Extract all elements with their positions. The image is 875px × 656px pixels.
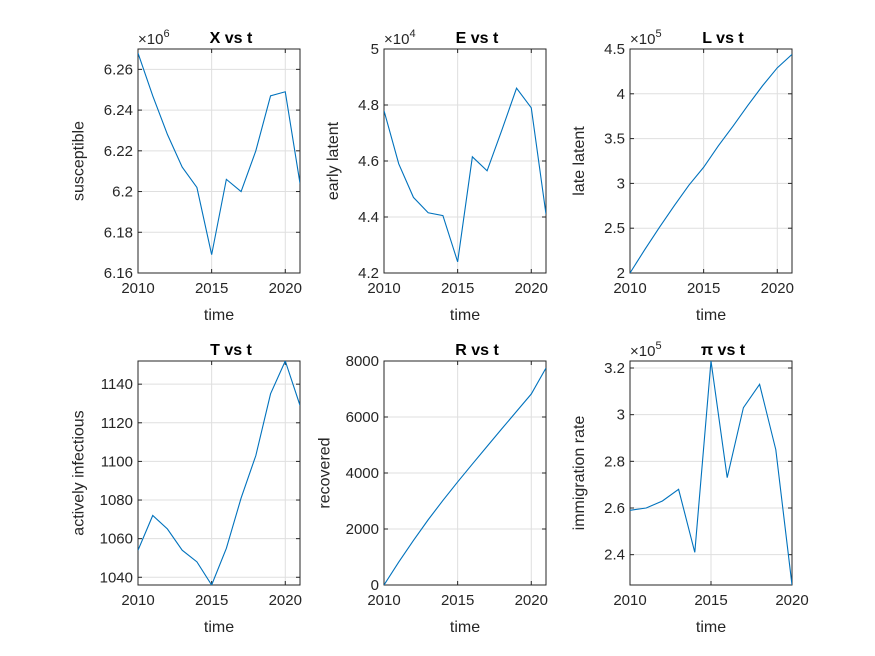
x-axis-label: time (450, 307, 480, 324)
x-axis-label: time (696, 619, 726, 636)
y-tick-label: 1080 (100, 492, 133, 509)
x-tick-label: 2020 (269, 592, 302, 609)
axes-box (137, 360, 301, 586)
y-tick-label: 3.2 (604, 360, 625, 377)
subplot-3: 2010 2015 2020 2 2.5 3 3.5 4 4.5 ×105 L vs t time la… (571, 28, 794, 324)
axes-box (137, 48, 301, 274)
y-tick-label: 6.2 (112, 184, 133, 201)
y-axis-label: immigration rate (571, 416, 588, 531)
x-tick-label: 2020 (775, 592, 808, 609)
x-tick-label: 2015 (441, 592, 474, 609)
y-tick-label: 2.5 (604, 220, 625, 237)
y-tick-label: 0 (371, 577, 379, 594)
axes-box (629, 48, 793, 274)
subplot-title: X vs t (210, 30, 253, 47)
x-tick-label: 2015 (195, 280, 228, 297)
y-axis-label: recovered (317, 437, 334, 508)
y-exponent-label: ×104 (384, 28, 416, 48)
series-line (384, 87, 546, 262)
x-tick-label: 2020 (761, 280, 794, 297)
x-axis-label: time (696, 307, 726, 324)
y-exponent-label: ×105 (630, 28, 662, 48)
subplot-title: π vs t (701, 342, 746, 359)
axes-background (630, 49, 792, 273)
x-tick-label: 2015 (694, 592, 727, 609)
y-tick-label: 4000 (346, 465, 379, 482)
x-axis-label: time (204, 619, 234, 636)
y-tick-label: 2 (617, 265, 625, 282)
x-tick-label: 2010 (367, 592, 400, 609)
y-tick-label: 1140 (101, 376, 133, 393)
y-tick-label: 2000 (346, 521, 379, 538)
subplot-1: 2010 2015 2020 6.16 6.18 6.2 6.22 6.24 6.26 ×106 X… (71, 28, 302, 324)
series-line (630, 361, 792, 585)
series-line (630, 53, 792, 273)
y-tick-label: 3 (617, 175, 625, 192)
y-tick-label: 2.4 (604, 547, 625, 564)
y-tick-label: 2.8 (604, 453, 625, 470)
x-tick-label: 2015 (195, 592, 228, 609)
x-tick-label: 2010 (121, 280, 154, 297)
y-tick-label: 1120 (101, 415, 133, 432)
subplot-title: E vs t (456, 30, 499, 47)
axes-background (138, 361, 300, 585)
subplot-2: 2010 2015 2020 4.2 4.4 4.6 4.8 5 ×104 E vs t time e… (325, 28, 548, 324)
y-tick-label: 4.6 (358, 153, 379, 170)
y-tick-label: 1060 (100, 531, 133, 548)
subplot-title: T vs t (210, 342, 252, 359)
y-axis-label: actively infectious (71, 410, 88, 535)
y-tick-label: 4.2 (358, 265, 379, 282)
y-tick-label: 4.8 (358, 97, 379, 114)
x-tick-label: 2020 (515, 280, 548, 297)
x-tick-label: 2020 (515, 592, 548, 609)
subplot-4: 2010 2015 2020 1040 1060 1080 1100 1120 1140 T vs… (71, 342, 302, 636)
x-tick-label: 2010 (367, 280, 400, 297)
y-exponent-label: ×106 (138, 28, 170, 48)
y-tick-label: 4 (617, 86, 625, 103)
y-tick-label: 6.16 (104, 265, 133, 282)
subplot-6: 2010 2015 2020 2.4 2.6 2.8 3 3.2 ×105 π vs t time i… (571, 340, 808, 636)
y-tick-label: 6.22 (104, 143, 133, 160)
x-tick-label: 2020 (269, 280, 302, 297)
subplot-title: R vs t (455, 342, 499, 359)
y-tick-label: 6.18 (104, 224, 133, 241)
y-axis-label: susceptible (71, 121, 88, 201)
axes-background (138, 49, 300, 273)
x-tick-label: 2010 (613, 592, 646, 609)
x-axis-label: time (204, 307, 234, 324)
y-tick-label: 3 (617, 407, 625, 424)
y-exponent-label: ×105 (630, 340, 662, 360)
x-tick-label: 2010 (121, 592, 154, 609)
y-tick-label: 4.5 (604, 41, 625, 58)
y-tick-label: 6.26 (104, 61, 133, 78)
y-tick-label: 2.6 (604, 500, 625, 517)
x-tick-label: 2015 (441, 280, 474, 297)
y-tick-label: 1100 (101, 453, 133, 470)
y-axis-label: late latent (571, 126, 588, 196)
y-axis-label: early latent (325, 121, 342, 200)
y-tick-label: 6000 (346, 409, 379, 426)
series-line (138, 361, 300, 585)
subplot-title: L vs t (702, 30, 744, 47)
y-tick-label: 4.4 (358, 209, 379, 226)
x-tick-label: 2010 (613, 280, 646, 297)
y-tick-label: 3.5 (604, 131, 625, 148)
x-axis-label: time (450, 619, 480, 636)
series-line (384, 367, 546, 585)
y-tick-label: 5 (371, 41, 379, 58)
x-tick-label: 2015 (687, 280, 720, 297)
subplot-5: 2010 2015 2020 0 2000 4000 6000 8000 R vs t time r… (317, 342, 548, 636)
series-line (138, 52, 300, 255)
y-tick-label: 8000 (346, 353, 379, 370)
y-tick-label: 1040 (100, 569, 133, 586)
y-tick-label: 6.24 (104, 102, 133, 119)
